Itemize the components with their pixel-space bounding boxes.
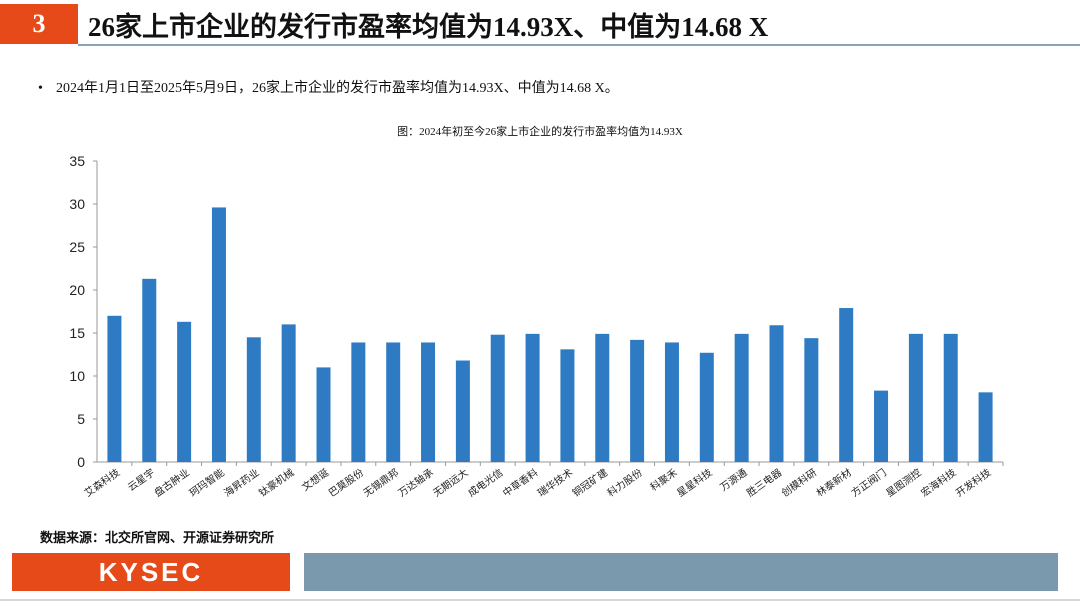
bar [839,308,854,462]
x-tick-label: 开发科技 [953,466,993,500]
x-tick-label: 巴莫股份 [326,467,366,500]
bullet-text: 2024年1月1日至2025年5月9日，26家上市企业的发行市盈率均值为14.9… [56,81,619,96]
x-tick-label: 科力股份 [605,466,645,500]
x-tick-label: 珂玛智能 [186,466,226,500]
y-tick-label: 20 [69,282,85,298]
x-tick-label: 无锡鼎邦 [361,466,401,500]
chart-title: 图：2024年初至今26家上市企业的发行市盈率均值为14.93X [397,126,683,138]
x-tick-label: 胜三电器 [744,466,784,500]
bar [560,349,575,462]
bar [142,278,157,462]
bar [664,342,679,462]
x-tick-label: 瑞华技术 [535,466,575,500]
bar [455,360,470,462]
y-tick-label: 10 [69,368,85,384]
x-tick-label: 云星宇 [125,466,157,494]
x-tick-label: 星图测控 [883,466,923,500]
x-tick-label: 万源通 [717,466,749,494]
x-tick-label: 科聚禾 [648,466,680,494]
footer-band [304,553,1058,591]
bar [386,342,401,462]
footer-divider [0,599,1080,601]
bar [281,324,296,462]
bar [211,207,226,462]
y-tick-label: 35 [69,153,85,169]
y-tick-label: 25 [69,239,85,255]
x-tick-label: 艾森科技 [82,466,122,500]
bar [316,367,331,462]
page-title: 26家上市企业的发行市盈率均值为14.93X、中值为14.68 X [88,11,769,42]
bar [630,339,645,462]
data-source: 数据来源：北交所官网、开源证券研究所 [40,530,275,545]
x-tick-label: 铜冠矿建 [570,466,610,500]
bar [978,392,993,462]
bullet-point: • 2024年1月1日至2025年5月9日，26家上市企业的发行市盈率均值为14.… [38,77,619,97]
bar [421,342,436,462]
x-tick-label: 万达轴承 [396,466,436,500]
kysec-logo: KYSEC [98,556,204,587]
bar [490,334,505,462]
y-tick-label: 0 [77,454,85,470]
footer-brand-band: KYSEC [12,553,290,591]
bar [874,390,889,462]
y-tick-label: 30 [69,196,85,212]
x-tick-label: 中草香料 [500,466,540,500]
bar [769,325,784,462]
y-tick-label: 15 [69,325,85,341]
bar [943,333,958,462]
x-tick-label: 文想诞 [299,466,331,494]
x-tick-label: 盘古肿业 [152,466,192,500]
x-tick-label: 成电光信 [465,466,505,500]
x-tick-label: 星星科技 [674,466,714,500]
x-tick-label: 无期远大 [430,466,470,500]
x-tick-label: 方正阀门 [849,466,889,500]
bar [699,352,714,462]
slide-number: 3 [0,4,78,44]
x-tick-label: 钛豪机械 [256,466,296,500]
bar [177,321,192,462]
y-tick-label: 5 [77,411,85,427]
bar [734,333,749,462]
bar [595,333,610,462]
bar [908,333,923,462]
x-tick-label: 宏海科技 [918,466,958,500]
x-tick-label: 海昇药业 [221,466,261,500]
bar [525,333,540,462]
bar [351,342,366,462]
x-tick-label: 林泰新材 [814,466,854,500]
title-divider [78,44,1080,46]
bar [107,315,122,462]
bar [804,338,819,462]
x-tick-label: 创模科研 [779,466,819,500]
bullet-icon: • [38,81,43,96]
bar [246,337,261,462]
